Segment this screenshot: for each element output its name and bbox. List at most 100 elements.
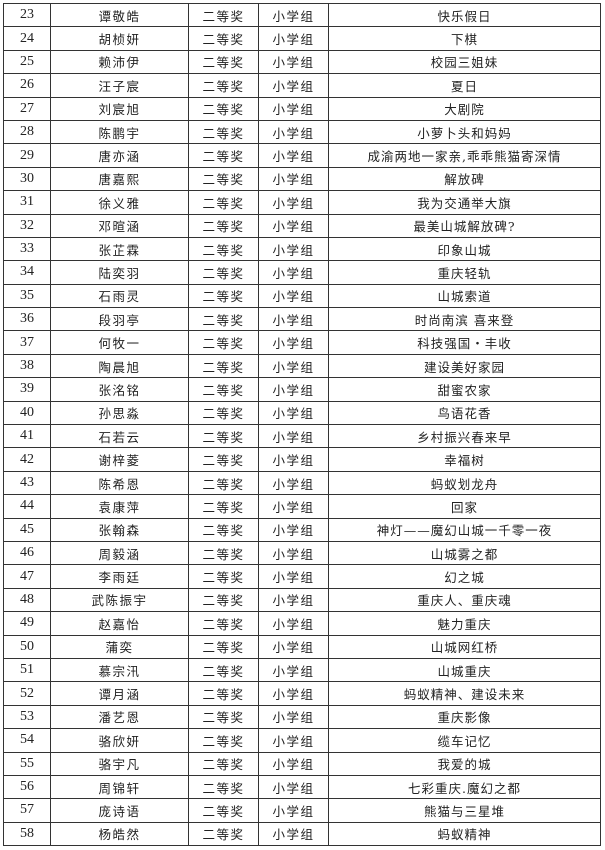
work-title: 印象山城	[328, 236, 601, 262]
award-level: 二等奖	[188, 774, 259, 800]
winner-name: 陆奕羽	[50, 260, 189, 285]
row-number: 24	[3, 26, 51, 51]
table-row: 37 何牧一 二等奖 小学组 科技强国・丰收	[3, 330, 601, 355]
group-name: 小学组	[258, 283, 329, 309]
work-title: 神灯——魔幻山城一千零一夜	[328, 517, 601, 542]
row-number: 54	[3, 728, 51, 753]
row-number: 46	[3, 540, 51, 566]
group-name: 小学组	[258, 307, 329, 332]
row-number: 40	[3, 400, 51, 426]
award-level: 二等奖	[188, 190, 259, 215]
group-name: 小学组	[258, 564, 329, 589]
work-title: 校园三姐妹	[328, 49, 601, 75]
work-title: 乡村振兴春来早	[328, 424, 601, 449]
group-name: 小学组	[258, 26, 329, 51]
table-row: 48 武陈振宇 二等奖 小学组 重庆人、重庆魂	[3, 587, 601, 613]
work-title: 蚂蚁精神、建设未来	[328, 681, 601, 706]
row-number: 28	[3, 119, 51, 145]
work-title: 我爱的城	[328, 751, 601, 776]
award-level: 二等奖	[188, 751, 259, 776]
award-level: 二等奖	[188, 517, 259, 542]
table-row: 26 汪子宸 二等奖 小学组 夏日	[3, 73, 601, 98]
award-level: 二等奖	[188, 143, 259, 168]
winner-name: 潘艺恩	[50, 704, 189, 730]
award-level: 二等奖	[188, 704, 259, 730]
table-row: 29 唐亦涵 二等奖 小学组 成渝两地一家亲,乖乖熊猫寄深情	[3, 143, 601, 168]
row-number: 23	[3, 2, 51, 28]
group-name: 小学组	[258, 424, 329, 449]
table-row: 58 杨皓然 二等奖 小学组 蚂蚁精神	[3, 821, 601, 847]
award-level: 二等奖	[188, 26, 259, 51]
table-row: 42 谢梓菱 二等奖 小学组 幸福树	[3, 447, 601, 472]
award-level: 二等奖	[188, 728, 259, 753]
winner-name: 徐义雅	[50, 190, 189, 215]
table-row: 54 骆欣妍 二等奖 小学组 缆车记忆	[3, 728, 601, 753]
table-row: 25 赖沛伊 二等奖 小学组 校园三姐妹	[3, 49, 601, 75]
work-title: 重庆影像	[328, 704, 601, 730]
winner-name: 赖沛伊	[50, 49, 189, 75]
work-title: 缆车记忆	[328, 728, 601, 753]
group-name: 小学组	[258, 377, 329, 402]
table-row: 23 谭敬皓 二等奖 小学组 快乐假日	[3, 2, 601, 28]
winner-name: 孙思淼	[50, 400, 189, 426]
row-number: 55	[3, 751, 51, 776]
winner-name: 何牧一	[50, 330, 189, 355]
row-number: 30	[3, 166, 51, 192]
row-number: 43	[3, 470, 51, 496]
winner-name: 胡桢妍	[50, 26, 189, 51]
award-level: 二等奖	[188, 353, 259, 379]
work-title: 成渝两地一家亲,乖乖熊猫寄深情	[328, 143, 601, 168]
winner-name: 周毅涵	[50, 540, 189, 566]
table-row: 32 邓暄涵 二等奖 小学组 最美山城解放碑?	[3, 213, 601, 238]
table-row: 55 骆宇凡 二等奖 小学组 我爱的城	[3, 751, 601, 776]
winner-name: 谢梓菱	[50, 447, 189, 472]
group-name: 小学组	[258, 96, 329, 121]
group-name: 小学组	[258, 657, 329, 683]
work-title: 重庆轻轨	[328, 260, 601, 285]
work-title: 下棋	[328, 26, 601, 51]
work-title: 科技强国・丰收	[328, 330, 601, 355]
awards-table-body: 23 谭敬皓 二等奖 小学组 快乐假日 24 胡桢妍 二等奖 小学组 下棋 25 赖沛伊 二等奖 小学组校…	[3, 2, 601, 847]
row-number: 31	[3, 190, 51, 215]
work-title: 山城网红桥	[328, 634, 601, 659]
award-level: 二等奖	[188, 260, 259, 285]
award-level: 二等奖	[188, 307, 259, 332]
table-row: 46 周毅涵 二等奖 小学组 山城雾之都	[3, 540, 601, 566]
winner-name: 石雨灵	[50, 283, 189, 309]
work-title: 解放碑	[328, 166, 601, 192]
table-row: 41 石若云 二等奖 小学组 乡村振兴春来早	[3, 424, 601, 449]
row-number: 35	[3, 283, 51, 309]
winner-name: 陶晨旭	[50, 353, 189, 379]
award-level: 二等奖	[188, 821, 259, 847]
row-number: 45	[3, 517, 51, 542]
group-name: 小学组	[258, 447, 329, 472]
group-name: 小学组	[258, 728, 329, 753]
row-number: 41	[3, 424, 51, 449]
winner-name: 邓暄涵	[50, 213, 189, 238]
award-level: 二等奖	[188, 798, 259, 823]
award-level: 二等奖	[188, 2, 259, 28]
work-title: 最美山城解放碑?	[328, 213, 601, 238]
group-name: 小学组	[258, 143, 329, 168]
award-level: 二等奖	[188, 377, 259, 402]
work-title: 我为交通举大旗	[328, 190, 601, 215]
table-row: 30 唐嘉熙 二等奖 小学组 解放碑	[3, 166, 601, 192]
work-title: 山城索道	[328, 283, 601, 309]
winner-name: 陈鹏宇	[50, 119, 189, 145]
table-row: 39 张洺铭 二等奖 小学组 甜蜜农家	[3, 377, 601, 402]
table-row: 38 陶晨旭 二等奖 小学组 建设美好家园	[3, 353, 601, 379]
award-level: 二等奖	[188, 119, 259, 145]
table-row: 45 张翰森 二等奖 小学组 神灯——魔幻山城一千零一夜	[3, 517, 601, 542]
award-level: 二等奖	[188, 400, 259, 426]
work-title: 幸福树	[328, 447, 601, 472]
row-number: 34	[3, 260, 51, 285]
work-title: 山城重庆	[328, 657, 601, 683]
winner-name: 唐亦涵	[50, 143, 189, 168]
winner-name: 陈希恩	[50, 470, 189, 496]
work-title: 魅力重庆	[328, 611, 601, 636]
row-number: 53	[3, 704, 51, 730]
winner-name: 赵嘉怡	[50, 611, 189, 636]
group-name: 小学组	[258, 213, 329, 238]
winner-name: 慕宗汛	[50, 657, 189, 683]
row-number: 49	[3, 611, 51, 636]
